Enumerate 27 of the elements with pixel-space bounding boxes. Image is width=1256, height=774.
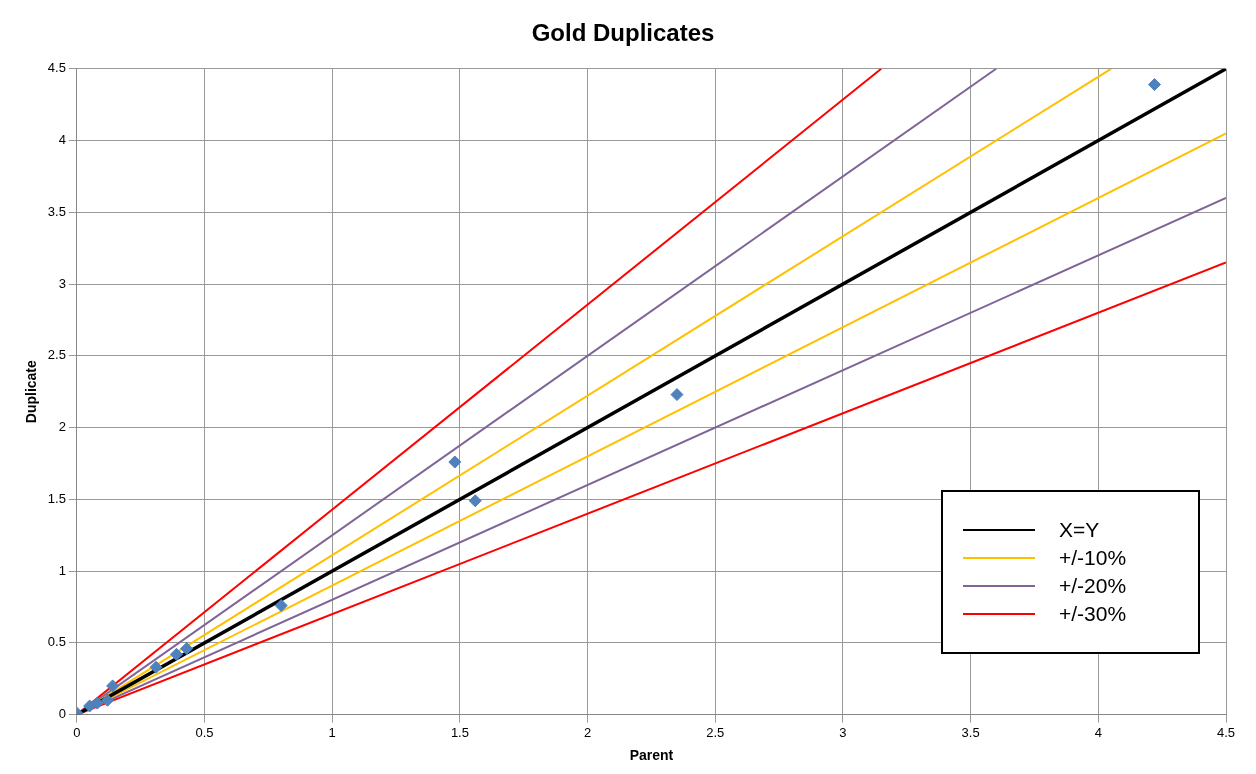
y-tick-label: 3	[58, 275, 66, 291]
x-tick-label: 0.5	[195, 724, 214, 740]
chart-title: Gold Duplicates	[531, 19, 715, 47]
x-tick-label: 2	[583, 724, 592, 740]
legend-label: +/-20%	[1059, 573, 1127, 598]
legend-label: X=Y	[1059, 517, 1100, 542]
y-tick-label: 2	[58, 419, 66, 435]
x-tick-label: 1	[328, 724, 336, 740]
y-tick-label: 0	[58, 706, 66, 722]
y-tick-label: 0.5	[47, 634, 66, 650]
y-tick-label: 3.5	[47, 203, 66, 219]
y-tick-label: 1	[58, 562, 66, 578]
x-axis-title: Parent	[629, 747, 674, 764]
y-tick-label: 1.5	[47, 490, 66, 506]
legend-label: +/-10%	[1059, 545, 1127, 570]
legend-label: +/-30%	[1059, 601, 1127, 626]
x-tick-label: 0	[73, 724, 81, 740]
x-tick-label: 4.5	[1216, 724, 1236, 740]
y-tick-label: 4	[58, 132, 66, 148]
x-tick-label: 4	[1094, 724, 1102, 740]
y-tick-label: 4.5	[47, 60, 66, 76]
x-tick-label: 1.5	[450, 724, 469, 740]
y-tick-label: 2.5	[47, 347, 66, 363]
x-tick-label: 2.5	[706, 724, 725, 740]
x-tick-label: 3	[839, 724, 847, 740]
y-axis-title: Duplicate	[23, 359, 40, 424]
x-tick-label: 3.5	[961, 724, 980, 740]
